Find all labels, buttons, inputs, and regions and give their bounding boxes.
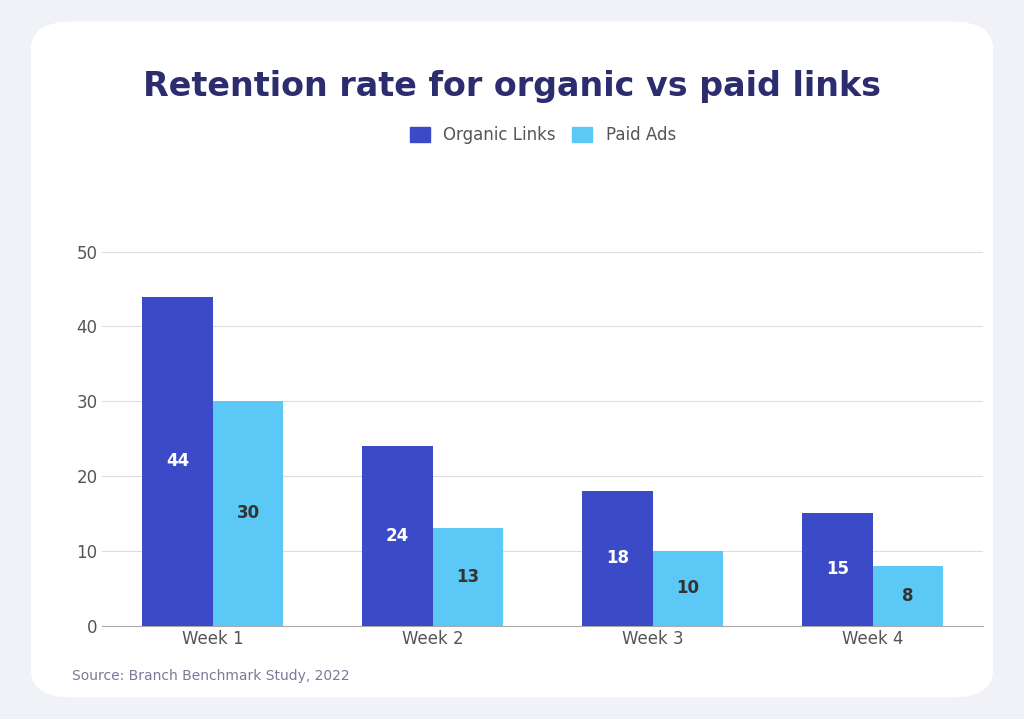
Text: Source: Branch Benchmark Study, 2022: Source: Branch Benchmark Study, 2022 — [72, 669, 349, 683]
Text: 18: 18 — [606, 549, 629, 567]
Bar — [142, 296, 213, 626]
Text: Retention rate for organic vs paid links: Retention rate for organic vs paid links — [143, 70, 881, 103]
Text: 44: 44 — [166, 452, 189, 470]
Bar — [652, 551, 723, 626]
Text: 13: 13 — [457, 568, 479, 586]
Text: 15: 15 — [826, 560, 849, 579]
Text: 24: 24 — [386, 527, 410, 545]
Bar — [583, 491, 652, 626]
Bar — [802, 513, 872, 626]
Bar — [872, 566, 943, 626]
Text: 30: 30 — [237, 504, 259, 523]
Bar — [362, 446, 433, 626]
Text: 8: 8 — [902, 587, 913, 605]
Bar — [213, 401, 284, 626]
Text: 10: 10 — [677, 579, 699, 597]
Bar — [433, 528, 503, 626]
Legend: Organic Links, Paid Ads: Organic Links, Paid Ads — [401, 118, 684, 152]
